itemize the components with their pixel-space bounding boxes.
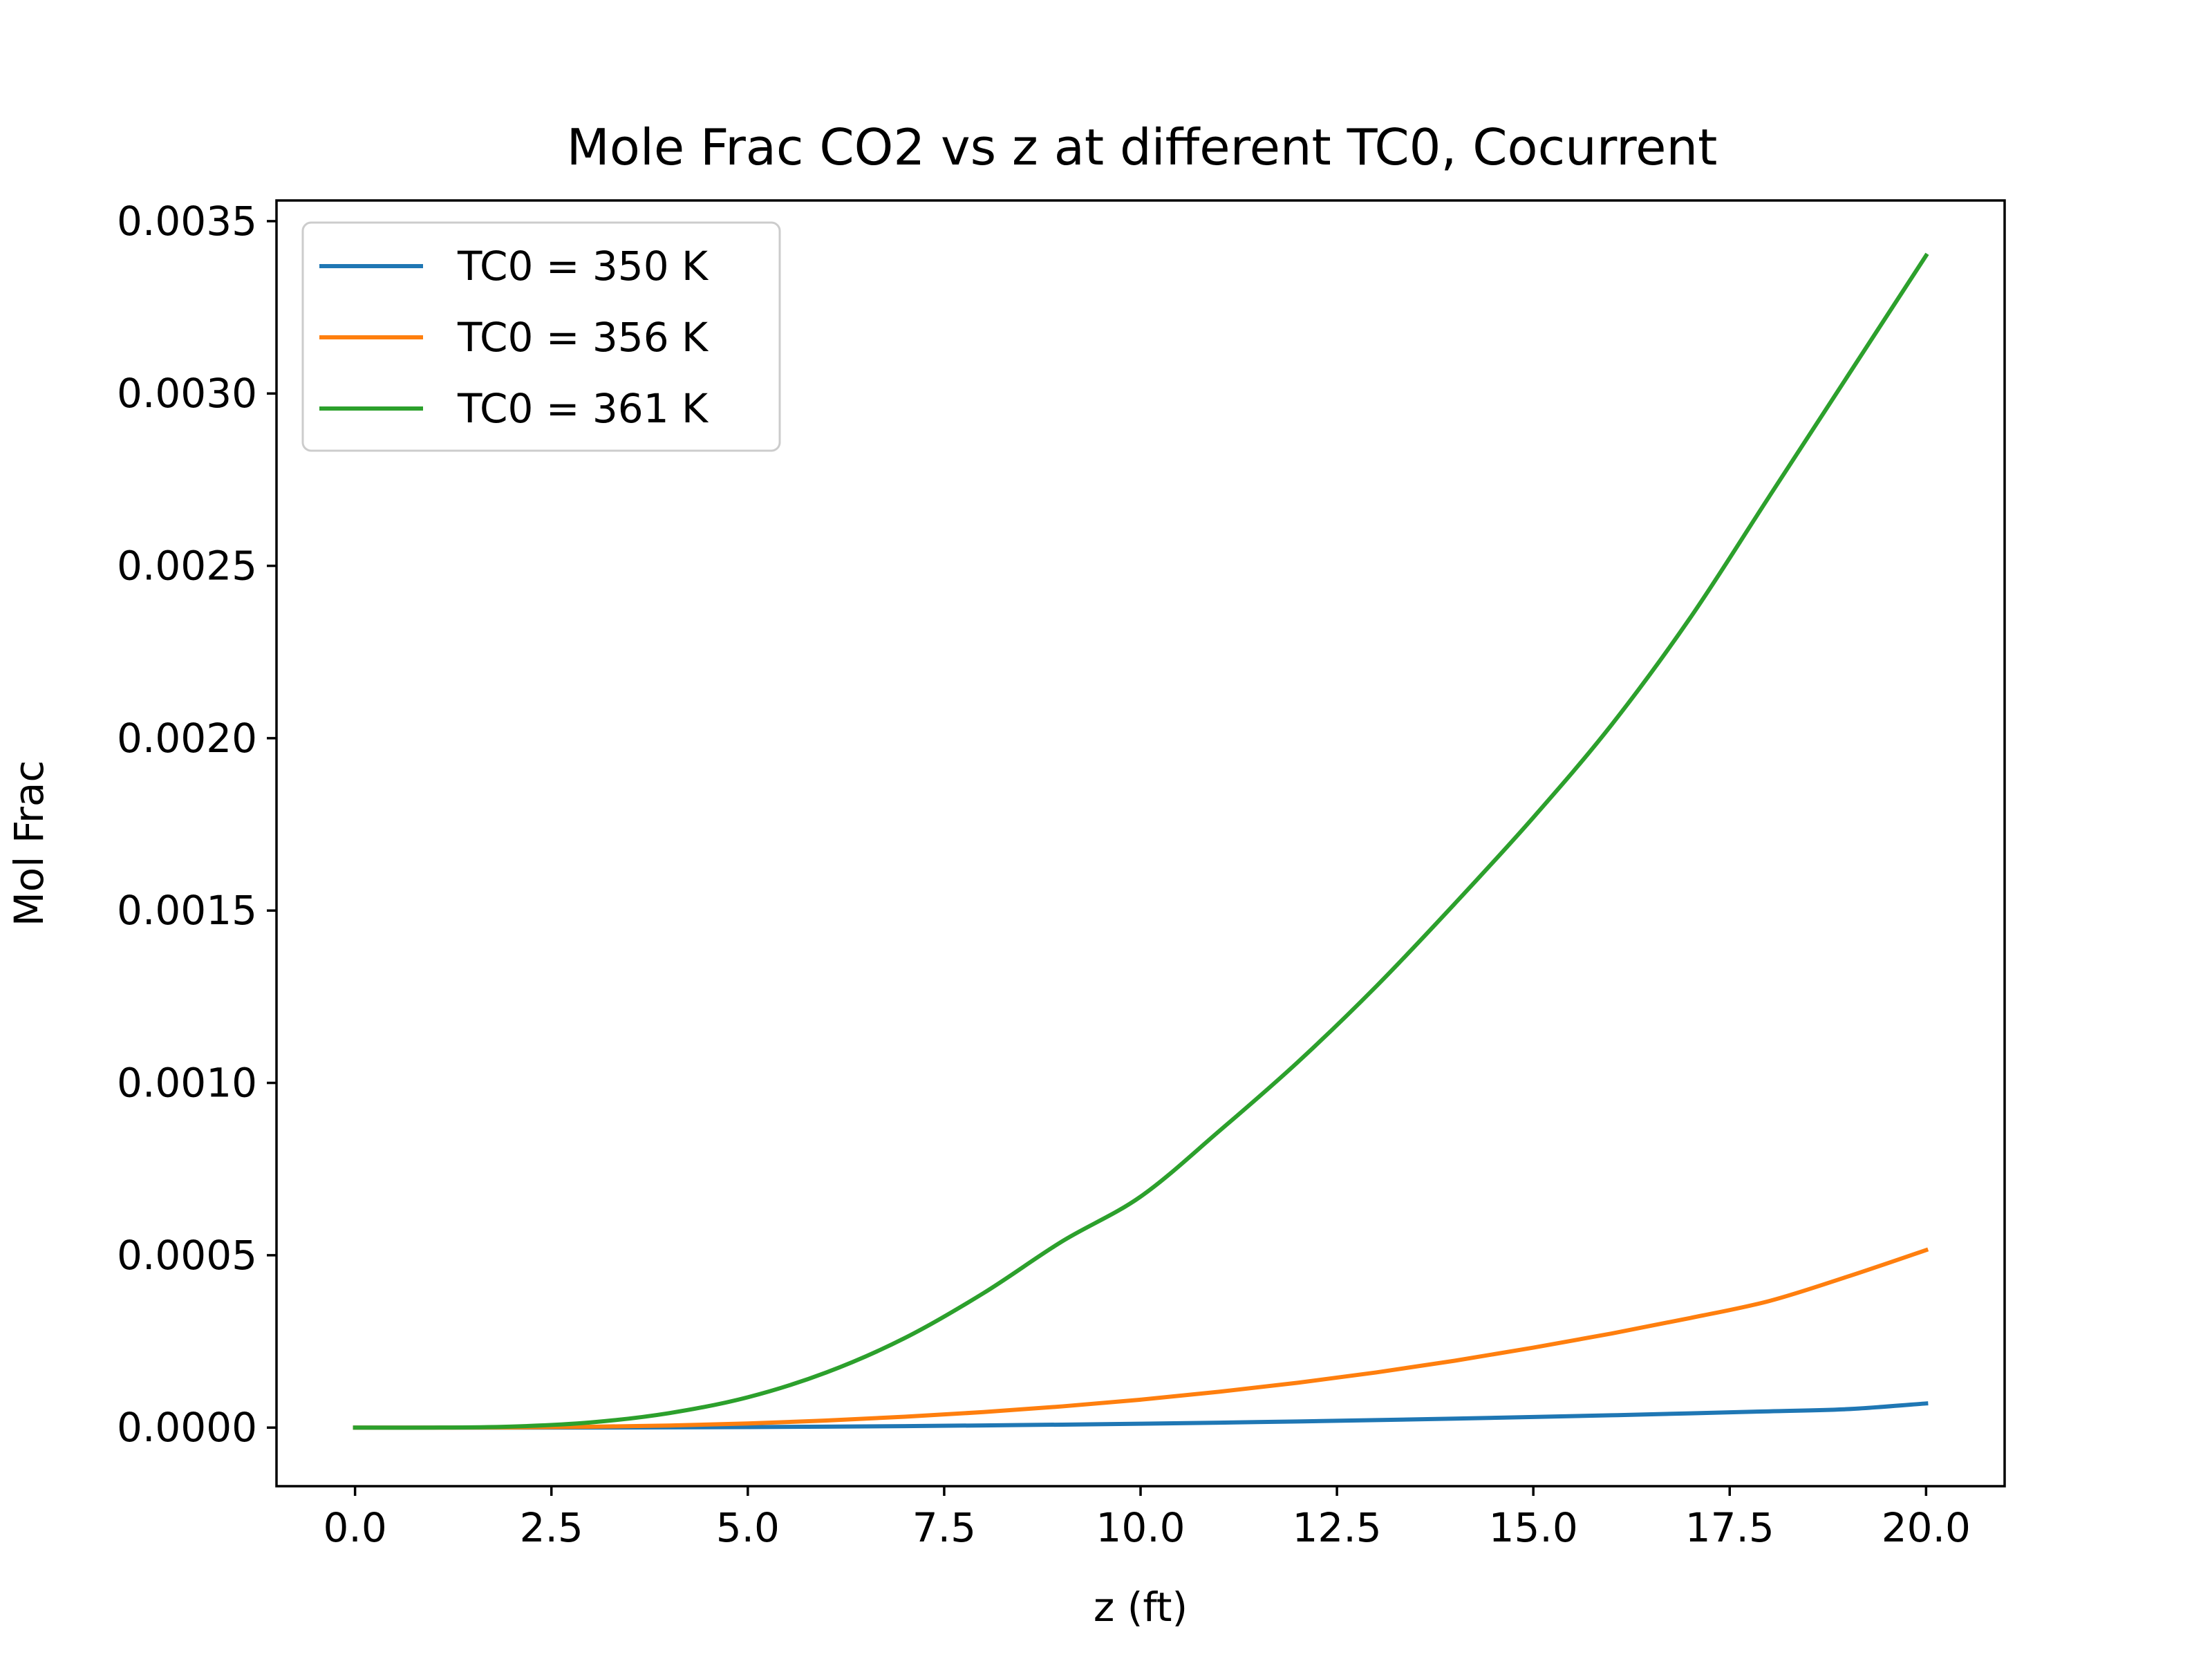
y-tick-label: 0.0000 (117, 1404, 257, 1451)
y-tick-label: 0.0035 (117, 198, 257, 245)
y-tick-label: 0.0025 (117, 543, 257, 590)
legend-box (301, 221, 781, 452)
y-tick-label: 0.0020 (117, 715, 257, 762)
x-tick-label: 20.0 (1882, 1504, 1971, 1551)
y-tick-label: 0.0030 (117, 370, 257, 417)
x-tick-label: 12.5 (1293, 1504, 1382, 1551)
x-tick-label: 0.0 (324, 1504, 387, 1551)
x-tick-label: 17.5 (1685, 1504, 1774, 1551)
chart-title: Mole Frac CO2 vs z at different TC0, Coc… (567, 118, 1718, 176)
x-tick-label: 7.5 (912, 1504, 976, 1551)
y-tick-label: 0.0015 (117, 887, 257, 934)
x-tick-label: 10.0 (1096, 1504, 1185, 1551)
plot-area (353, 252, 1929, 1430)
legend-label-3: TC0 = 361 K (457, 385, 709, 432)
x-axis: 0.0 2.5 5.0 7.5 10.0 12.5 15.0 17.5 20.0 (324, 1486, 1971, 1551)
x-tick-label: 5.0 (716, 1504, 780, 1551)
y-axis-label: Mol Frac (6, 760, 53, 927)
legend: TC0 = 350 K TC0 = 356 K TC0 = 361 K (301, 221, 781, 452)
x-axis-label: z (ft) (1094, 1584, 1188, 1631)
legend-label-2: TC0 = 356 K (457, 314, 709, 361)
legend-label-1: TC0 = 350 K (457, 243, 709, 290)
series-lines (353, 252, 1929, 1430)
y-tick-label: 0.0010 (117, 1060, 257, 1107)
series-line-3 (353, 252, 1929, 1430)
x-tick-label: 2.5 (520, 1504, 583, 1551)
y-tick-label: 0.0005 (117, 1232, 257, 1279)
series-line-2 (353, 1247, 1929, 1430)
y-axis: 0.0000 0.0005 0.0010 0.0015 0.0020 0.0025 0.00… (117, 198, 276, 1451)
x-tick-label: 15.0 (1489, 1504, 1578, 1551)
